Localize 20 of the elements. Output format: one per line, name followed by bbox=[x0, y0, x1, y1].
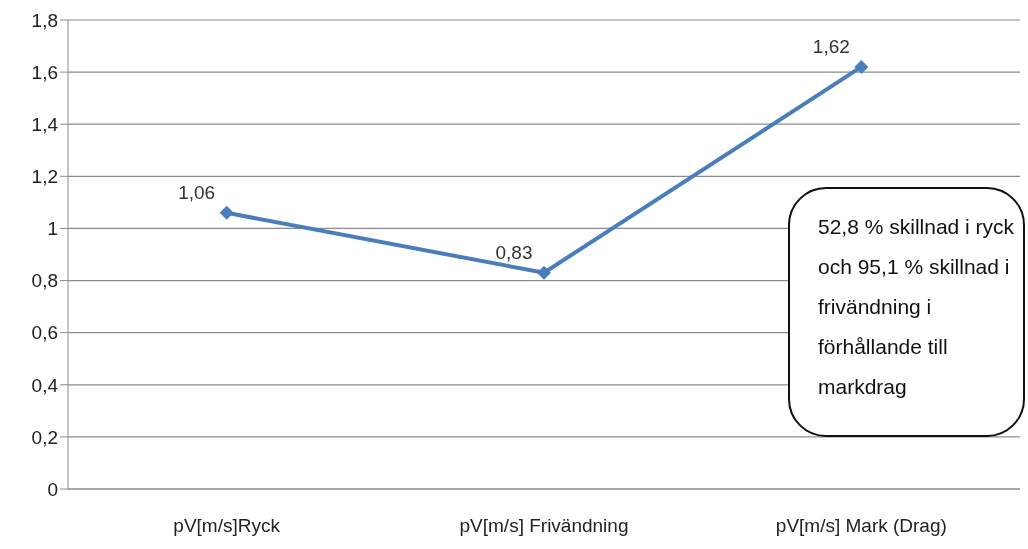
x-tick-label: pV[m/s]Ryck bbox=[173, 515, 281, 537]
point bbox=[219, 205, 234, 220]
y-tick-label: 1,8 bbox=[31, 9, 58, 31]
point bbox=[537, 265, 551, 280]
y-tick-label: 0,2 bbox=[31, 426, 58, 448]
y-tick-label: 1,2 bbox=[31, 166, 58, 188]
x-tick-label: pV[m/s] Mark (Drag) bbox=[775, 515, 947, 537]
y-tick-label: 1 bbox=[47, 218, 58, 240]
data-label: 0,83 bbox=[495, 241, 533, 263]
data-label: 1,62 bbox=[812, 35, 850, 57]
y-tick-label: 0,8 bbox=[31, 270, 58, 292]
y-tick-label: 0,6 bbox=[31, 322, 58, 344]
point bbox=[854, 59, 869, 74]
x-tick-label: pV[m/s] Frivändning bbox=[459, 515, 629, 537]
y-tick-label: 0,4 bbox=[31, 374, 59, 396]
y-tick-label: 0 bbox=[47, 478, 58, 500]
y-tick-label: 1,4 bbox=[31, 113, 59, 135]
callout-box: 52,8 % skillnad i ryck och 95,1 % skillnad i frivändning i förhållande till markdrag bbox=[788, 187, 1025, 437]
data-label: 1,06 bbox=[178, 181, 216, 203]
y-tick-label: 1,6 bbox=[31, 61, 58, 83]
